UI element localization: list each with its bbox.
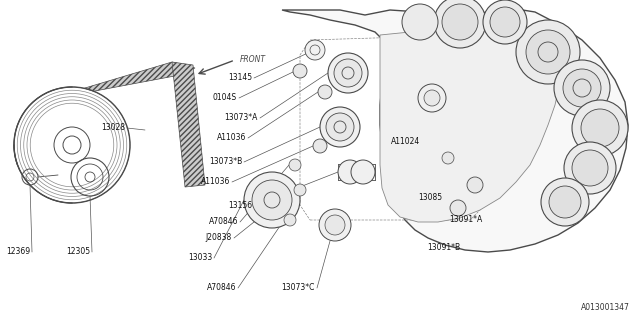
Circle shape bbox=[516, 20, 580, 84]
Circle shape bbox=[325, 215, 345, 235]
Text: 13091*B: 13091*B bbox=[427, 244, 460, 252]
Circle shape bbox=[402, 4, 438, 40]
Circle shape bbox=[564, 142, 616, 194]
Text: 0104S: 0104S bbox=[213, 93, 237, 102]
Text: 12369: 12369 bbox=[6, 247, 30, 257]
Circle shape bbox=[572, 100, 628, 156]
Polygon shape bbox=[172, 62, 205, 187]
Circle shape bbox=[483, 0, 527, 44]
Circle shape bbox=[442, 152, 454, 164]
Circle shape bbox=[351, 160, 375, 184]
Circle shape bbox=[313, 139, 327, 153]
Circle shape bbox=[442, 4, 478, 40]
Circle shape bbox=[293, 64, 307, 78]
Circle shape bbox=[418, 84, 446, 112]
Circle shape bbox=[450, 200, 466, 216]
Text: 13156: 13156 bbox=[228, 201, 252, 210]
Text: A11036: A11036 bbox=[200, 178, 230, 187]
Text: 13028: 13028 bbox=[101, 124, 125, 132]
Text: A11024: A11024 bbox=[391, 138, 420, 147]
Circle shape bbox=[244, 172, 300, 228]
Circle shape bbox=[563, 69, 601, 107]
Text: 13073*C: 13073*C bbox=[282, 284, 315, 292]
Text: J20838: J20838 bbox=[205, 234, 232, 243]
Circle shape bbox=[434, 0, 486, 48]
Text: 13145: 13145 bbox=[228, 74, 252, 83]
Circle shape bbox=[328, 53, 368, 93]
Circle shape bbox=[318, 85, 332, 99]
Circle shape bbox=[338, 160, 362, 184]
Circle shape bbox=[541, 178, 589, 226]
Text: A70846: A70846 bbox=[209, 218, 238, 227]
Text: 13073*A: 13073*A bbox=[225, 114, 258, 123]
Circle shape bbox=[526, 30, 570, 74]
Text: A11036: A11036 bbox=[216, 133, 246, 142]
Circle shape bbox=[581, 109, 619, 147]
Circle shape bbox=[549, 186, 581, 218]
Polygon shape bbox=[380, 25, 560, 222]
Polygon shape bbox=[84, 62, 195, 91]
Circle shape bbox=[326, 113, 354, 141]
Circle shape bbox=[289, 159, 301, 171]
Circle shape bbox=[305, 40, 325, 60]
Text: 13091*A: 13091*A bbox=[449, 215, 482, 225]
Text: A013001347: A013001347 bbox=[581, 303, 630, 312]
Text: 13073*B: 13073*B bbox=[209, 157, 242, 166]
Circle shape bbox=[334, 59, 362, 87]
Circle shape bbox=[252, 180, 292, 220]
Text: A70846: A70846 bbox=[207, 284, 236, 292]
Circle shape bbox=[554, 60, 610, 116]
Circle shape bbox=[490, 7, 520, 37]
Circle shape bbox=[572, 150, 608, 186]
Circle shape bbox=[294, 184, 306, 196]
Polygon shape bbox=[282, 8, 628, 252]
Text: FRONT: FRONT bbox=[240, 55, 266, 65]
Circle shape bbox=[424, 90, 440, 106]
Text: 13033: 13033 bbox=[188, 253, 212, 262]
Circle shape bbox=[319, 209, 351, 241]
Circle shape bbox=[320, 107, 360, 147]
Circle shape bbox=[284, 214, 296, 226]
Text: 12305: 12305 bbox=[66, 247, 90, 257]
Text: 13085: 13085 bbox=[418, 194, 442, 203]
Circle shape bbox=[467, 177, 483, 193]
